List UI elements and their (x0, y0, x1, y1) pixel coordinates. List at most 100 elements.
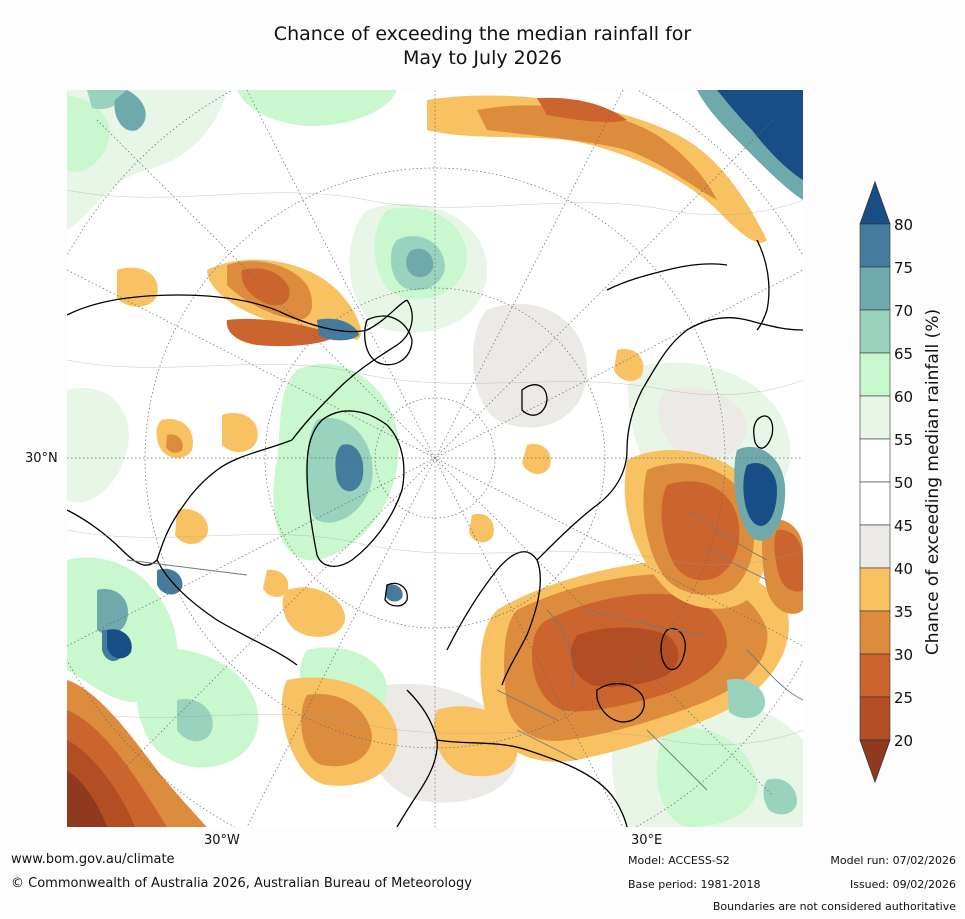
coast-europe-south (436, 739, 628, 827)
colorbar-band (859, 395, 891, 440)
coastlines (67, 239, 803, 827)
patch-light-green-nw (67, 95, 110, 172)
dry-spot-arctic-1 (522, 444, 551, 475)
patch-grey-east (658, 387, 747, 459)
colorbar-tick-label: 45 (894, 517, 913, 535)
patch-teal-greenland (335, 444, 364, 492)
border-kazakhstan (586, 609, 708, 636)
contour-3 (67, 529, 803, 565)
patch-light-green-se (656, 727, 758, 827)
colorbar-tick-label: 40 (894, 560, 913, 578)
border-china (686, 509, 768, 561)
coast-canada-arctic (291, 299, 413, 441)
title-line-1: Chance of exceeding the median rainfall … (273, 23, 692, 45)
coast-europe-west (396, 689, 438, 827)
dry-canada-band-core (241, 268, 290, 306)
colorbar-band (859, 524, 891, 569)
coast-russia-ne (606, 263, 728, 291)
wet-canada-strip (317, 318, 359, 341)
contour-2 (67, 359, 803, 395)
dry-siberia-core (661, 481, 740, 581)
graticule-circle-2 (264, 287, 606, 629)
colorbar-tick-label: 75 (894, 259, 913, 277)
base-period-text: Base period: 1981-2018 (628, 878, 761, 891)
coast-greenland (306, 410, 405, 567)
colorbar-band (859, 653, 891, 698)
dry-arc-north-inner (477, 105, 717, 200)
coast-alaska (67, 294, 408, 333)
colorbar-tick-label: 60 (894, 388, 913, 406)
disclaimer-text: Boundaries are not considered authoritat… (712, 900, 956, 913)
wet-sw-blue (107, 629, 132, 659)
colorbar-band (859, 610, 891, 655)
graticule (67, 90, 803, 827)
coast-arctic-islands (364, 315, 413, 366)
coast-black-sea (596, 683, 645, 723)
wet-small-blue-1 (385, 584, 403, 602)
colorbar-tick-label: 65 (894, 345, 913, 363)
copyright-text: © Commonwealth of Australia 2026, Austra… (11, 876, 472, 891)
rainfall-probability-map (67, 90, 803, 827)
colorbar-tick-label: 55 (894, 431, 913, 449)
border-middle-east (646, 729, 708, 791)
patch-pale-green-left (67, 388, 129, 503)
colorbar-tick-label: 80 (894, 216, 913, 234)
colorbar-band (859, 567, 891, 612)
contour-lines (67, 189, 803, 745)
border-india (746, 649, 803, 701)
colorbar-band (859, 309, 891, 354)
border-russia-west (546, 609, 574, 691)
coast-japan (753, 415, 774, 449)
dry-east-edge-2 (774, 529, 803, 592)
patch-teal-south (177, 699, 213, 742)
border-europe-2 (516, 729, 578, 761)
dry-atlantic-mid (282, 587, 346, 637)
border-canada-us (126, 559, 248, 576)
wet-top-right (717, 90, 803, 180)
colorbar-band (859, 223, 891, 268)
coast-caspian (660, 628, 686, 671)
dry-arc-north-core (537, 97, 627, 123)
lat-label-30n: 30°N (25, 451, 58, 466)
patch-green-sw (97, 589, 128, 635)
coast-chukotka (756, 239, 770, 331)
colorbar-extend-top (859, 180, 891, 225)
coast-novaya (521, 384, 548, 416)
colorbar-tick-label: 70 (894, 302, 913, 320)
colorbar-tick-label: 30 (894, 646, 913, 664)
patch-light-green-top (237, 90, 397, 126)
wet-hudson (157, 568, 183, 595)
dry-spot-east-1 (614, 349, 644, 382)
dry-southwest-deep (67, 770, 107, 827)
colorbar: 80 75 70 65 60 55 50 45 40 35 30 25 20 Chance of exc… (840, 180, 965, 785)
contour-1 (67, 189, 803, 215)
website-link[interactable]: www.bom.gov.au/climate (11, 852, 175, 867)
coast-hudson (156, 439, 293, 561)
colorbar-band (859, 481, 891, 526)
dry-spot-scand (469, 513, 494, 543)
colorbar-tick-labels: 80 75 70 65 60 55 50 45 40 35 30 25 20 (894, 216, 913, 750)
dry-spot-ne (117, 267, 158, 307)
graticule-meridian-8 (67, 269, 803, 647)
colorbar-tick-label: 50 (894, 474, 913, 492)
colorbar-band (859, 438, 891, 483)
wet-east-siberia (743, 462, 777, 526)
colorbar-tick-label: 20 (894, 732, 913, 750)
dry-spot-west-2 (166, 434, 183, 453)
colorbar-tick-label: 35 (894, 603, 913, 621)
colorbar-band (859, 352, 891, 397)
dry-europe-deep (570, 627, 679, 687)
border-mongolia (706, 549, 768, 581)
title-line-2: May to July 2026 (403, 47, 562, 69)
coast-iceland (384, 582, 408, 607)
graticule-circle-3 (144, 167, 726, 749)
wet-east-teal (727, 678, 766, 719)
colorbar-swatches (859, 180, 891, 784)
lon-label-30e: 30°E (631, 833, 663, 848)
graticule-meridian-6 (246, 90, 624, 827)
colorbar-band (859, 266, 891, 311)
map-title: Chance of exceeding the median rainfall … (0, 22, 965, 70)
patch-green-top-left (87, 90, 127, 110)
dry-spot-canada-1 (222, 412, 258, 452)
colorbar-tick-label: 25 (894, 689, 913, 707)
